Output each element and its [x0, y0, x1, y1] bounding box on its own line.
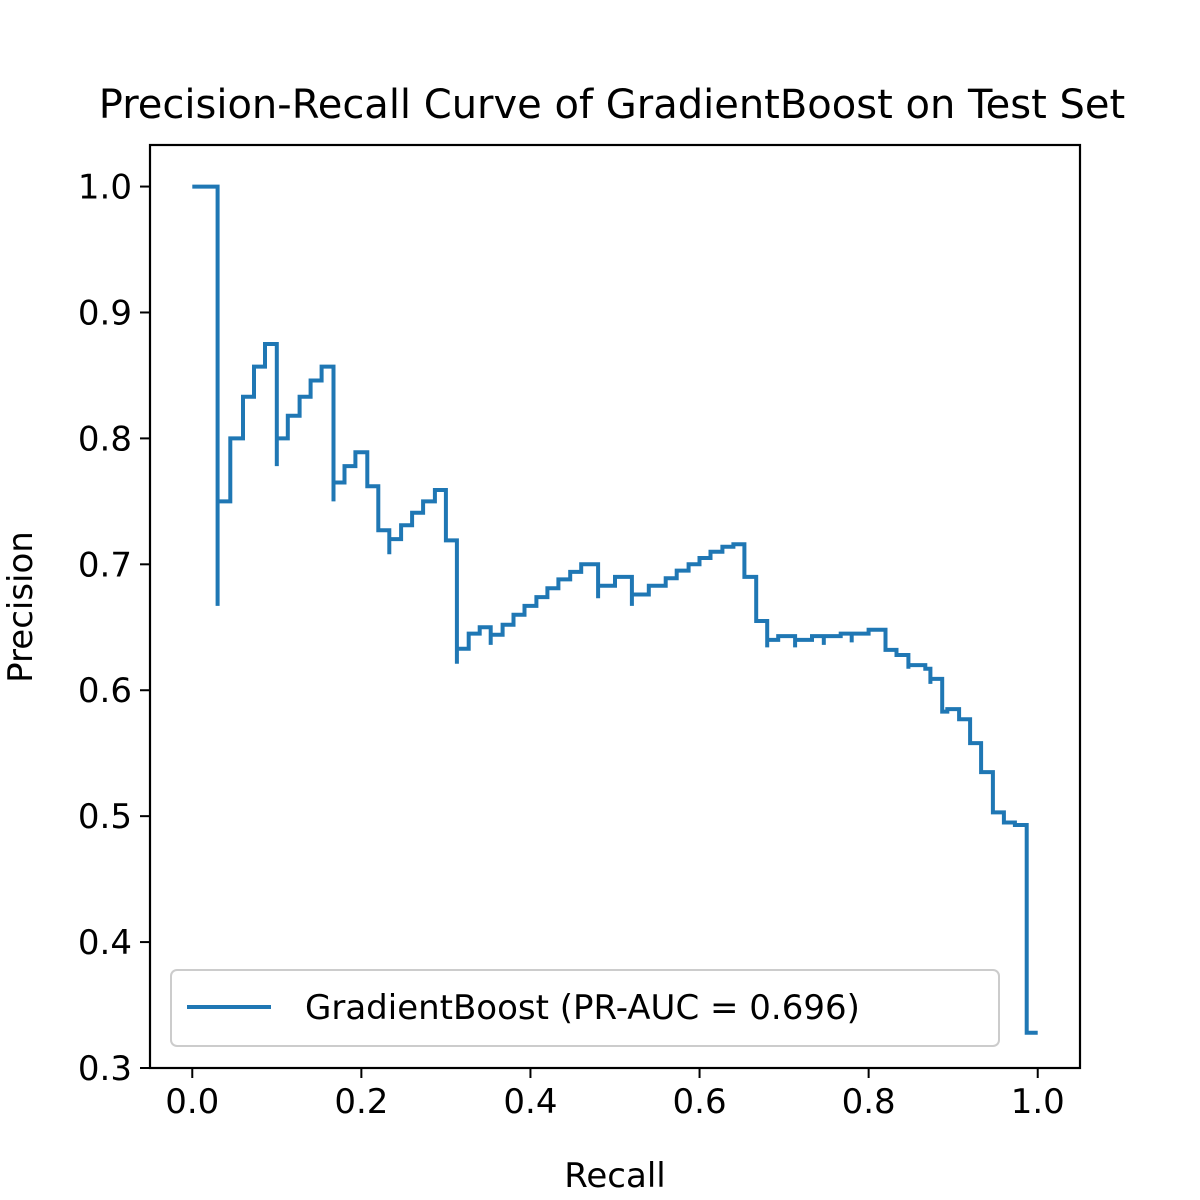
tick-layer: 0.0 0.2 0.4 0.6 0.8 1.0 0.3 0.4 0.5 0.6 0.7 0.8 0.9 1… [78, 168, 1065, 1122]
y-tick-label: 0.5 [78, 797, 132, 837]
y-tick-label: 0.3 [78, 1049, 132, 1089]
plot-layer [192, 184, 1038, 1035]
y-tick-label: 0.6 [78, 671, 132, 711]
chart-title: Precision-Recall Curve of GradientBoost … [99, 82, 1125, 128]
legend-label: GradientBoost (PR-AUC = 0.696) [305, 988, 860, 1028]
y-tick-label: 0.4 [78, 923, 132, 963]
x-tick-label: 0.8 [842, 1082, 896, 1122]
axes-frame [148, 143, 1082, 1070]
x-tick-label: 1.0 [1011, 1082, 1065, 1122]
legend-box [170, 969, 1000, 1047]
y-axis-label: Precision [1, 531, 41, 683]
y-tick-label: 0.7 [78, 545, 132, 585]
x-axis-label: Recall [564, 1156, 665, 1196]
x-tick-label: 0.0 [165, 1082, 219, 1122]
pr-curve-line [192, 184, 1038, 1035]
y-tick-label: 1.0 [78, 168, 132, 208]
legend: GradientBoost (PR-AUC = 0.696) [170, 969, 1000, 1047]
x-tick-label: 0.6 [673, 1082, 727, 1122]
x-tick-label: 0.4 [503, 1082, 557, 1122]
x-tick-label: 0.2 [334, 1082, 388, 1122]
y-tick-label: 0.8 [78, 419, 132, 459]
y-tick-label: 0.9 [78, 293, 132, 333]
